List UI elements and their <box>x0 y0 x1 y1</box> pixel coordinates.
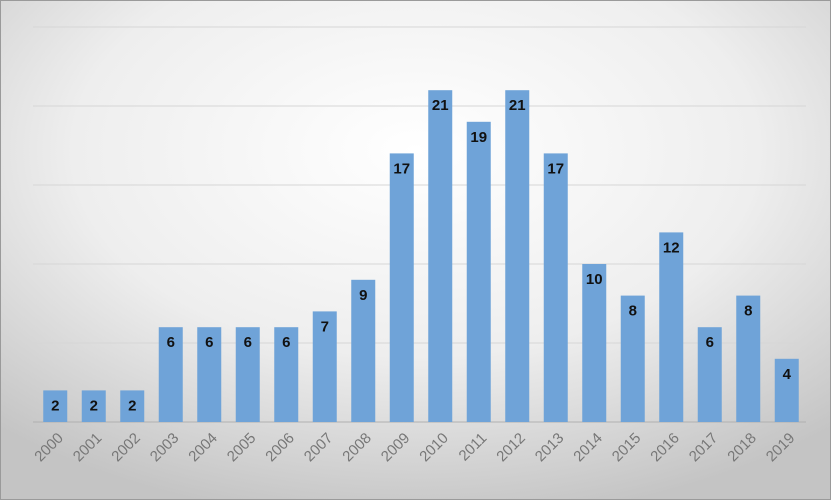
bar <box>428 90 453 422</box>
bar <box>620 295 645 422</box>
bar <box>235 327 260 422</box>
data-label: 6 <box>706 334 714 351</box>
data-label: 10 <box>586 271 603 288</box>
bar <box>274 327 299 422</box>
data-label: 8 <box>744 303 752 320</box>
data-label: 12 <box>663 239 680 256</box>
data-label: 6 <box>244 334 252 351</box>
data-label: 21 <box>432 97 449 114</box>
bar <box>312 311 337 422</box>
bar <box>43 390 68 422</box>
data-label: 6 <box>282 334 290 351</box>
data-label: 2 <box>51 397 59 414</box>
bar <box>582 264 607 422</box>
bar <box>120 390 145 422</box>
bar <box>543 153 568 422</box>
bar <box>736 295 761 422</box>
data-label: 9 <box>359 287 367 304</box>
bar <box>774 358 799 422</box>
data-label: 17 <box>393 160 410 177</box>
data-label: 21 <box>509 97 526 114</box>
data-label: 2 <box>90 397 98 414</box>
data-label: 17 <box>547 160 564 177</box>
bar <box>697 327 722 422</box>
bar <box>389 153 414 422</box>
bar <box>158 327 183 422</box>
bar <box>505 90 530 422</box>
data-label: 8 <box>629 303 637 320</box>
bar <box>81 390 106 422</box>
bar <box>659 232 684 422</box>
bar <box>466 121 491 423</box>
data-label: 6 <box>167 334 175 351</box>
bar <box>351 279 376 422</box>
data-label: 7 <box>321 318 329 335</box>
bar <box>197 327 222 422</box>
data-label: 19 <box>470 129 487 146</box>
data-label: 4 <box>783 366 792 383</box>
data-label: 2 <box>128 397 136 414</box>
data-label: 6 <box>205 334 213 351</box>
